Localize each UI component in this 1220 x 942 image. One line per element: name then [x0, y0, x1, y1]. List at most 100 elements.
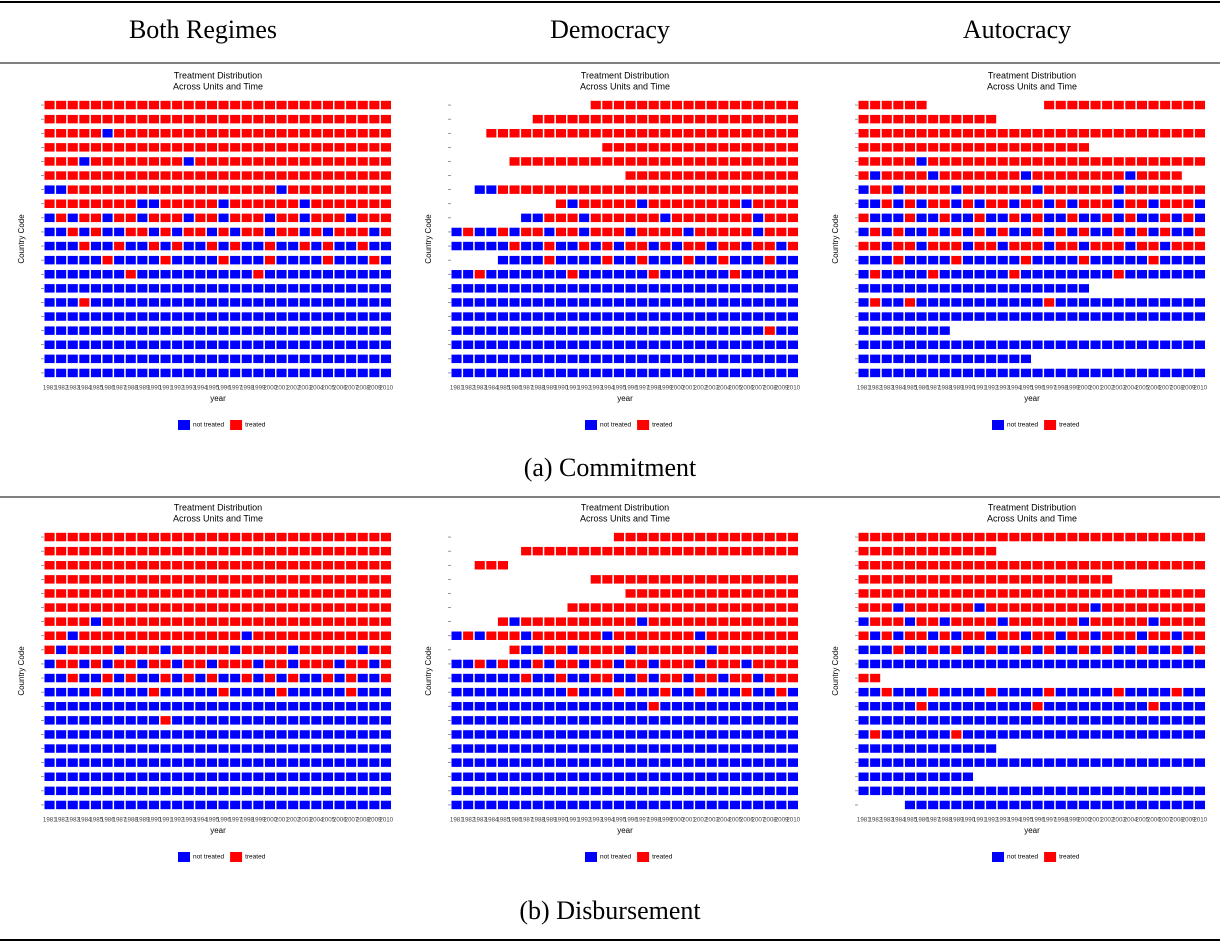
- cell: [602, 631, 613, 640]
- cell: [660, 772, 671, 781]
- cell: [160, 645, 171, 655]
- cell: [858, 298, 869, 307]
- cell: [579, 546, 590, 556]
- cell: [997, 631, 1008, 640]
- cell: [276, 326, 287, 335]
- cell: [893, 730, 904, 739]
- cell: [532, 241, 543, 251]
- cell: [997, 185, 1008, 194]
- cell: [962, 702, 973, 711]
- cell: [253, 270, 264, 279]
- cell: [474, 800, 485, 810]
- cell: [660, 270, 671, 279]
- cell: [1078, 143, 1089, 152]
- cell: [706, 171, 717, 180]
- cell: [311, 255, 322, 265]
- cell: [463, 241, 474, 251]
- cell: [1183, 702, 1194, 711]
- cell: [881, 354, 892, 364]
- cell: [741, 340, 752, 349]
- cell: [916, 114, 927, 124]
- cell: [787, 575, 798, 584]
- x-tick-label: 2003: [298, 817, 312, 824]
- cell: [521, 157, 532, 166]
- cell: [90, 199, 101, 208]
- cell: [1055, 758, 1066, 767]
- cell: [1171, 227, 1182, 237]
- cell: [218, 631, 229, 640]
- cell: [1020, 284, 1031, 293]
- cell: [44, 199, 55, 208]
- cell: [764, 744, 775, 753]
- cell: [532, 227, 543, 237]
- cell: [893, 213, 904, 223]
- cell: [195, 326, 206, 335]
- cell: [858, 546, 869, 556]
- cell: [380, 340, 391, 349]
- cell: [253, 631, 264, 640]
- legend-label: not treated: [1007, 422, 1038, 429]
- cell: [602, 800, 613, 810]
- cell: [997, 284, 1008, 293]
- cell: [322, 241, 333, 251]
- cell: [928, 645, 939, 655]
- cell: [753, 298, 764, 307]
- cell: [776, 354, 787, 364]
- cell: [602, 659, 613, 669]
- cell: [334, 589, 345, 598]
- cell: [1078, 702, 1089, 711]
- cell: [346, 241, 357, 251]
- cell: [1044, 589, 1055, 598]
- cell: [346, 354, 357, 364]
- cell: [276, 730, 287, 739]
- cell: [1055, 800, 1066, 810]
- cell: [322, 143, 333, 152]
- cell: [613, 575, 624, 584]
- cell: [369, 786, 380, 796]
- cell: [870, 143, 881, 152]
- cell: [137, 284, 148, 293]
- cell: [613, 786, 624, 796]
- cell: [544, 312, 555, 321]
- cell: [974, 368, 985, 378]
- cell: [1136, 645, 1147, 655]
- cell: [114, 772, 125, 781]
- cell: [276, 687, 287, 697]
- cell: [102, 213, 113, 223]
- cell: [1044, 157, 1055, 166]
- cell: [311, 284, 322, 293]
- cell: [986, 645, 997, 655]
- cell: [230, 589, 241, 598]
- cell: [346, 185, 357, 194]
- cell: [532, 800, 543, 810]
- cell: [264, 129, 275, 138]
- cell: [1148, 702, 1159, 711]
- cell: [299, 645, 310, 655]
- cell: [1044, 185, 1055, 194]
- cell: [90, 702, 101, 711]
- cell: [380, 354, 391, 364]
- cell: [1067, 312, 1078, 321]
- cell: [67, 772, 78, 781]
- cell: [1125, 227, 1136, 237]
- cell: [1020, 157, 1031, 166]
- cell: [380, 575, 391, 584]
- cell: [253, 171, 264, 180]
- cell: [264, 100, 275, 110]
- cell: [951, 532, 962, 542]
- cell: [764, 143, 775, 152]
- cell: [195, 340, 206, 349]
- x-tick-label: 1985: [496, 817, 510, 824]
- cell: [637, 589, 648, 598]
- cell: [1194, 800, 1205, 810]
- cell: [648, 326, 659, 335]
- cell: [951, 241, 962, 251]
- cell: [613, 157, 624, 166]
- cell: [334, 227, 345, 237]
- cell: [986, 561, 997, 570]
- cell: [544, 298, 555, 307]
- x-tick-label: 1996: [217, 817, 231, 824]
- cell: [706, 659, 717, 669]
- cell: [1148, 213, 1159, 223]
